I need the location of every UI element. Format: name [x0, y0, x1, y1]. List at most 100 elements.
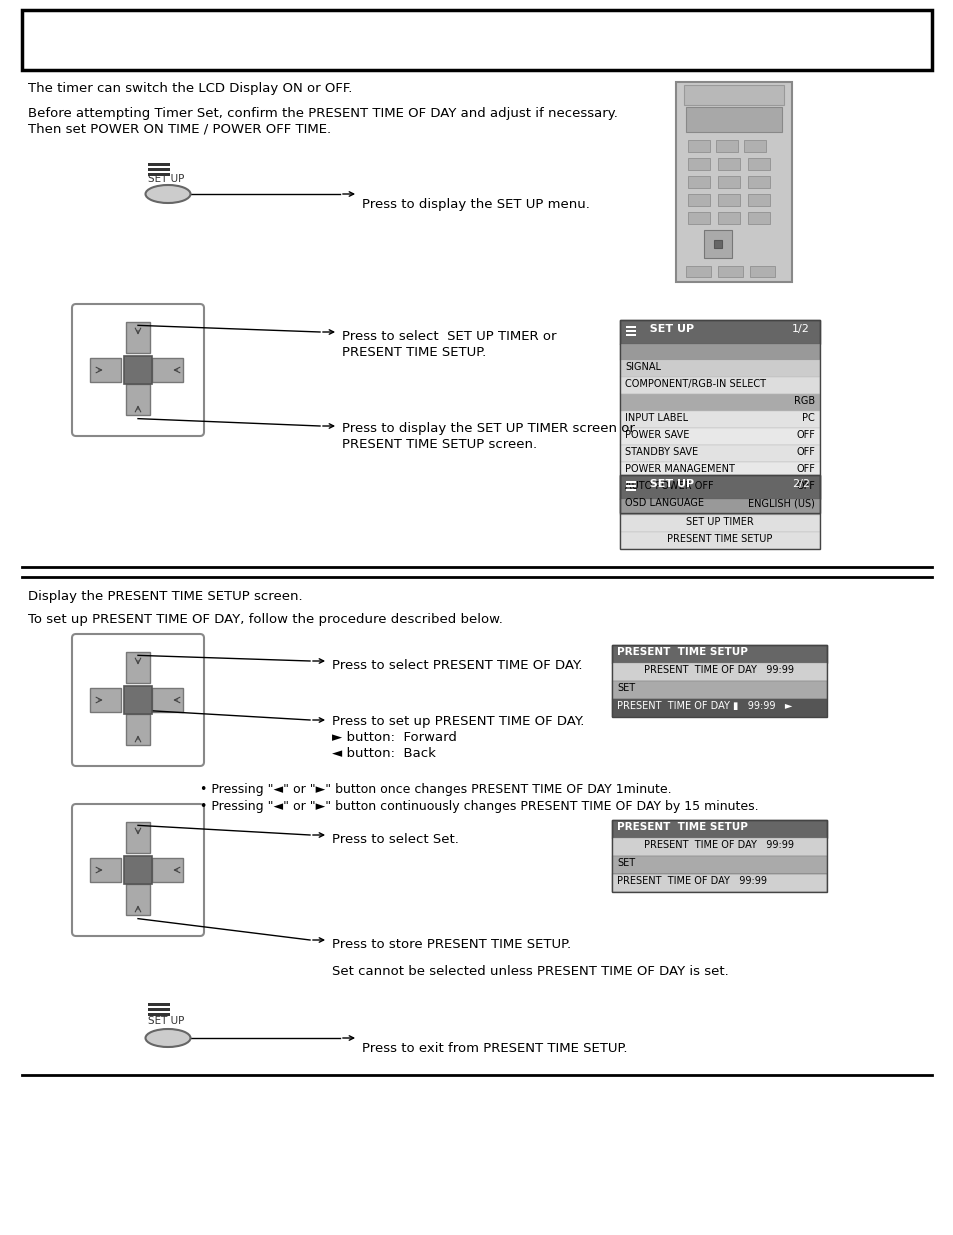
Bar	[126, 714, 150, 745]
Bar	[619, 475, 820, 550]
Text: PRESENT  TIME SETUP: PRESENT TIME SETUP	[617, 647, 747, 657]
Text: 2/2: 2/2	[791, 479, 809, 489]
Bar	[90, 688, 120, 713]
Bar	[749, 266, 774, 277]
Text: POWER MANAGEMENT: POWER MANAGEMENT	[624, 464, 734, 474]
Text: INPUT LABEL: INPUT LABEL	[624, 412, 687, 424]
Bar	[619, 411, 820, 429]
Text: Press to select  SET UP TIMER or
PRESENT TIME SETUP.: Press to select SET UP TIMER or PRESENT …	[341, 330, 556, 359]
Bar	[747, 212, 769, 224]
Text: Display the PRESENT TIME SETUP screen.: Display the PRESENT TIME SETUP screen.	[28, 590, 302, 603]
Text: Press to select Set.: Press to select Set.	[332, 832, 458, 846]
Bar	[612, 699, 826, 718]
Text: POWER SAVE: POWER SAVE	[624, 430, 689, 440]
Bar	[619, 345, 820, 359]
Text: Press to display the SET UP menu.: Press to display the SET UP menu.	[361, 198, 589, 211]
Bar	[152, 688, 182, 713]
Bar	[612, 820, 826, 839]
Text: Set cannot be selected unless PRESENT TIME OF DAY is set.: Set cannot be selected unless PRESENT TI…	[332, 965, 728, 978]
Text: To set up PRESENT TIME OF DAY, follow the procedure described below.: To set up PRESENT TIME OF DAY, follow th…	[28, 613, 502, 626]
Bar	[619, 475, 820, 499]
Bar	[90, 358, 120, 382]
Text: Press to store PRESENT TIME SETUP.: Press to store PRESENT TIME SETUP.	[332, 939, 571, 951]
Bar	[619, 445, 820, 462]
Bar	[124, 856, 152, 883]
Text: OFF: OFF	[796, 430, 814, 440]
Bar	[619, 462, 820, 479]
Bar	[619, 394, 820, 411]
Text: 1/2: 1/2	[791, 324, 809, 333]
Text: SET: SET	[617, 683, 635, 693]
Bar	[126, 652, 150, 683]
Bar	[124, 357, 152, 384]
Text: OFF: OFF	[796, 480, 814, 492]
Bar	[713, 240, 721, 248]
Bar	[716, 140, 738, 152]
Bar	[718, 158, 740, 170]
Text: COMPONENT/RGB-IN SELECT: COMPONENT/RGB-IN SELECT	[624, 379, 765, 389]
Bar	[687, 158, 709, 170]
Bar	[124, 687, 152, 714]
Text: Press to select PRESENT TIME OF DAY.: Press to select PRESENT TIME OF DAY.	[332, 659, 582, 672]
Text: PRESENT  TIME OF DAY ▮   99:99   ►: PRESENT TIME OF DAY ▮ 99:99 ►	[617, 701, 792, 711]
Bar	[625, 485, 636, 487]
Bar	[612, 645, 826, 663]
Text: PRESENT  TIME OF DAY   99:99: PRESENT TIME OF DAY 99:99	[617, 876, 766, 885]
Bar	[747, 177, 769, 188]
Text: SET UP TIMER: SET UP TIMER	[685, 517, 753, 527]
Bar	[619, 496, 820, 513]
Bar	[148, 1003, 170, 1005]
Bar	[619, 320, 820, 513]
Bar	[683, 85, 783, 105]
Text: Press to exit from PRESENT TIME SETUP.: Press to exit from PRESENT TIME SETUP.	[361, 1042, 627, 1055]
Bar	[687, 177, 709, 188]
Bar	[718, 212, 740, 224]
Bar	[126, 883, 150, 915]
Bar	[148, 1013, 170, 1015]
Bar	[619, 532, 820, 550]
Bar	[619, 359, 820, 377]
Text: The timer can switch the LCD Display ON or OFF.: The timer can switch the LCD Display ON …	[28, 82, 352, 95]
Bar	[619, 320, 820, 345]
Bar	[718, 194, 740, 206]
Bar	[612, 839, 826, 856]
Bar	[90, 858, 120, 882]
Bar	[625, 489, 636, 492]
Bar	[612, 874, 826, 892]
Bar	[625, 480, 636, 483]
Text: SET: SET	[617, 858, 635, 868]
Ellipse shape	[146, 1029, 191, 1047]
Text: Press to set up PRESENT TIME OF DAY.
► button:  Forward
◄ button:  Back: Press to set up PRESENT TIME OF DAY. ► b…	[332, 715, 584, 760]
Bar	[685, 266, 710, 277]
Bar	[148, 173, 170, 175]
Bar	[619, 499, 820, 515]
Bar	[718, 177, 740, 188]
Text: PRESENT  TIME OF DAY   99:99: PRESENT TIME OF DAY 99:99	[643, 840, 793, 850]
Bar	[148, 1008, 170, 1010]
Bar	[625, 330, 636, 332]
Bar	[619, 429, 820, 445]
Text: AUTO POWER OFF: AUTO POWER OFF	[624, 480, 713, 492]
Bar	[126, 821, 150, 852]
Text: SET UP: SET UP	[641, 324, 694, 333]
Bar	[22, 10, 931, 70]
Bar	[743, 140, 765, 152]
Bar	[625, 333, 636, 336]
Bar	[676, 82, 791, 282]
Bar	[612, 680, 826, 699]
Text: PC: PC	[801, 412, 814, 424]
Bar	[625, 326, 636, 329]
Bar	[126, 384, 150, 415]
Bar	[148, 163, 170, 165]
Text: PRESENT  TIME SETUP: PRESENT TIME SETUP	[617, 823, 747, 832]
Text: • Pressing "◄" or "►" button once changes PRESENT TIME OF DAY 1minute.: • Pressing "◄" or "►" button once change…	[200, 783, 671, 797]
Text: Then set POWER ON TIME / POWER OFF TIME.: Then set POWER ON TIME / POWER OFF TIME.	[28, 124, 331, 136]
Bar	[687, 194, 709, 206]
Bar	[685, 107, 781, 132]
Bar	[619, 479, 820, 496]
Text: OFF: OFF	[796, 464, 814, 474]
Bar	[126, 321, 150, 353]
Text: SIGNAL: SIGNAL	[624, 362, 660, 372]
Text: SET UP: SET UP	[148, 174, 184, 184]
Bar	[687, 140, 709, 152]
